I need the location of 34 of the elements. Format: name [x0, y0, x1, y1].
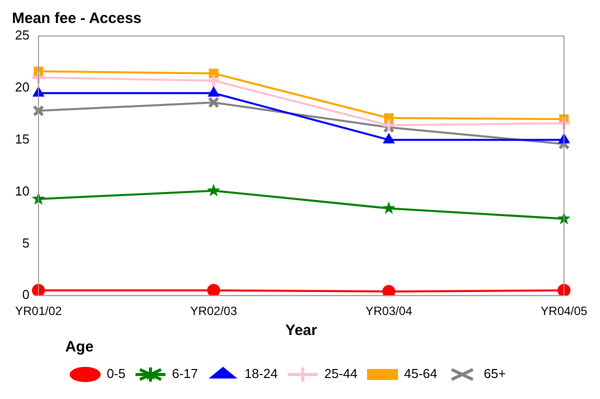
legend-label: 25-44: [324, 366, 358, 382]
y-tick-label: 25: [14, 28, 30, 43]
x-tick-label: YR03/04: [365, 304, 412, 318]
x-tick-label: YR02/03: [190, 304, 238, 318]
point: [558, 284, 570, 296]
point: [32, 284, 45, 296]
chart-title: Mean fee - Access: [12, 10, 142, 28]
legend-label: 45-64: [404, 366, 438, 382]
legend-label: 18-24: [244, 366, 278, 382]
y-tick-label: 0: [22, 287, 30, 302]
y-tick-label: 5: [22, 235, 30, 250]
point: [206, 73, 222, 88]
point: [32, 105, 44, 117]
point: [207, 284, 220, 296]
point: [382, 201, 396, 214]
point: [382, 284, 396, 296]
point: [208, 96, 220, 108]
point: [206, 184, 220, 196]
legend-label: 0-5: [106, 366, 126, 382]
x-tick-label: YR04/05: [540, 304, 588, 318]
y-tick-label: 15: [14, 131, 30, 146]
legend-label: 65+: [484, 366, 506, 382]
point: [381, 118, 396, 133]
legend-label: 6-17: [172, 366, 198, 382]
x-tick-label: YR01/02: [15, 304, 62, 318]
point: [208, 86, 220, 97]
point: [556, 116, 572, 131]
y-tick-label: 20: [14, 80, 30, 94]
x-axis-title: Year: [285, 322, 318, 340]
point: [558, 138, 570, 150]
legend-title: Age: [65, 338, 94, 356]
y-tick-label: 10: [14, 183, 30, 198]
point: [383, 133, 395, 144]
point: [30, 70, 46, 86]
